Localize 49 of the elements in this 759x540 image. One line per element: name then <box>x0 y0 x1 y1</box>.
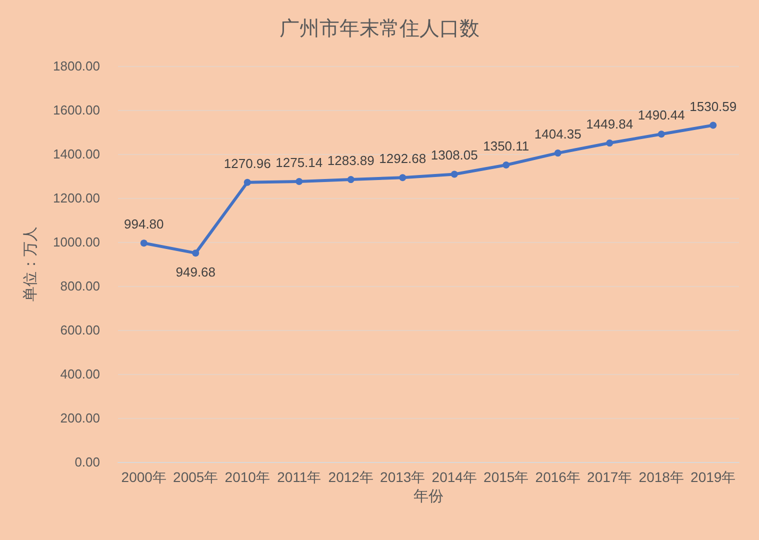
data-label: 1308.05 <box>430 148 478 163</box>
x-tick-label: 2017年 <box>587 469 632 485</box>
data-label: 1530.59 <box>690 98 737 114</box>
x-tick-label: 2013年 <box>380 469 426 485</box>
data-label: 1270.96 <box>224 156 271 171</box>
point <box>450 170 458 178</box>
data-label: 1275.14 <box>276 154 323 170</box>
point <box>347 176 354 184</box>
x-tick-label: 2000年 <box>121 469 166 485</box>
x-tick-label: 2018年 <box>638 469 684 485</box>
point <box>296 178 303 185</box>
x-tick-label: 2016年 <box>535 469 580 485</box>
point <box>140 240 148 247</box>
y-tick-label: 1800.00 <box>53 58 100 74</box>
data-label: 1449.84 <box>586 116 634 132</box>
y-tick-label: 400.00 <box>60 366 100 382</box>
data-label: 1490.44 <box>638 108 685 123</box>
y-tick-label: 200.00 <box>60 410 100 426</box>
y-tick-label: 1000.00 <box>53 234 100 250</box>
point <box>244 178 251 186</box>
point <box>502 161 510 168</box>
data-label: 1350.11 <box>483 138 530 154</box>
x-tick-label: 2010年 <box>224 469 270 485</box>
x-axis-title: 年份 <box>414 488 444 505</box>
data-label: 1404.35 <box>534 126 582 142</box>
point <box>606 140 614 147</box>
data-label: 1292.68 <box>379 151 426 166</box>
y-axis-title: 单位：万人 <box>22 226 39 302</box>
point <box>192 250 200 257</box>
chart-title: 广州市年末常住人口数 <box>280 18 480 40</box>
x-tick-label: 2014年 <box>432 469 477 485</box>
x-tick-label: 2005年 <box>173 469 218 485</box>
x-tick-label: 2011年 <box>277 469 322 485</box>
y-tick-label: 1600.00 <box>53 102 100 118</box>
x-tick-label: 2015年 <box>484 469 529 485</box>
point <box>710 122 717 129</box>
x-tick-label: 2012年 <box>328 469 374 485</box>
point <box>399 174 406 182</box>
data-label: 994.80 <box>124 216 164 232</box>
y-tick-label: 1200.00 <box>53 190 100 206</box>
x-tick-label: 2019年 <box>690 469 736 485</box>
y-tick-label: 0.00 <box>74 454 100 470</box>
point <box>554 150 562 157</box>
data-label: 949.68 <box>176 264 216 280</box>
data-label: 1283.89 <box>327 153 374 168</box>
y-tick-label: 1400.00 <box>53 146 100 162</box>
y-tick-label: 800.00 <box>60 278 100 294</box>
point <box>658 130 665 138</box>
y-tick-label: 600.00 <box>60 322 100 338</box>
